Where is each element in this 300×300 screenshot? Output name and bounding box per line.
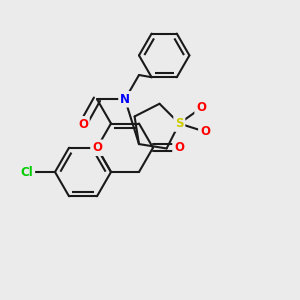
Text: S: S xyxy=(175,117,184,130)
Text: O: O xyxy=(196,101,206,114)
Text: O: O xyxy=(78,118,88,131)
Text: O: O xyxy=(92,141,102,154)
Text: O: O xyxy=(200,125,210,138)
Text: Cl: Cl xyxy=(21,166,33,178)
Text: O: O xyxy=(174,141,184,154)
Text: N: N xyxy=(120,93,130,106)
